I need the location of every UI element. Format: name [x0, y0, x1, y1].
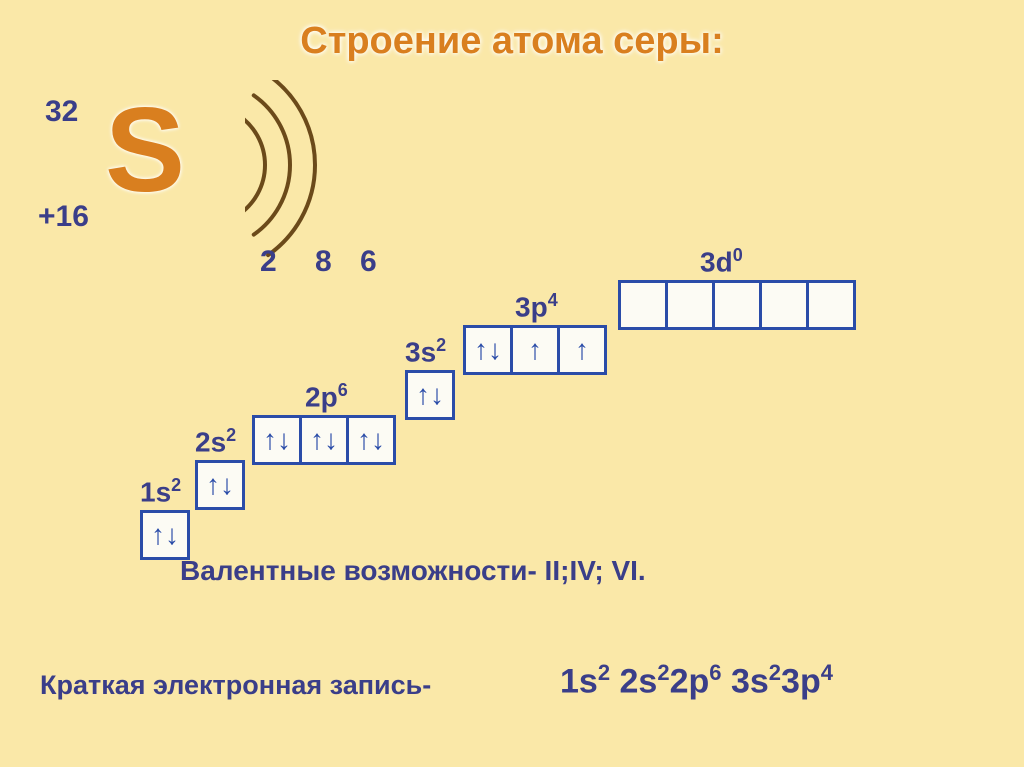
orbital-cell: ↑↓: [252, 415, 302, 465]
orbital-label: 3p4: [515, 290, 558, 323]
shell-electron-count: 2: [260, 245, 277, 279]
orbital-label: 3s2: [405, 335, 446, 368]
shell-electron-count: 8: [315, 245, 332, 279]
orbital-2s: 2s2↑↓: [195, 460, 245, 510]
orbital-cell: [759, 280, 809, 330]
orbital-3p: 3p4↑↓↑↑: [463, 325, 607, 375]
short-config-value: 1s2 2s22p6 3s23p4: [560, 660, 833, 701]
electron-shells-icon: [245, 80, 405, 260]
orbital-label: 2p6: [305, 380, 348, 413]
orbital-cell: ↑↓: [346, 415, 396, 465]
orbital-label: 1s2: [140, 475, 181, 508]
mass-number: 32: [45, 95, 78, 129]
orbital-3d: 3d0: [618, 280, 856, 330]
orbital-cell: [712, 280, 762, 330]
shell-electron-count: 6: [360, 245, 377, 279]
element-symbol: S: [105, 90, 185, 210]
page-title: Строение атома серы:: [300, 20, 723, 63]
orbital-cell: ↑: [510, 325, 560, 375]
orbital-1s: 1s2↑↓: [140, 510, 190, 560]
orbital-label: 3d0: [700, 245, 743, 278]
nuclear-charge: +16: [38, 200, 89, 234]
orbital-cell: ↑↓: [463, 325, 513, 375]
orbital-cell: ↑↓: [140, 510, 190, 560]
orbital-cell: [665, 280, 715, 330]
orbital-cell: ↑: [557, 325, 607, 375]
orbital-cell: [806, 280, 856, 330]
orbital-3s: 3s2↑↓: [405, 370, 455, 420]
orbital-cell: ↑↓: [195, 460, 245, 510]
orbital-cell: ↑↓: [405, 370, 455, 420]
orbital-cell: ↑↓: [299, 415, 349, 465]
orbital-label: 2s2: [195, 425, 236, 458]
orbital-cell: [618, 280, 668, 330]
orbital-2p: 2p6↑↓↑↓↑↓: [252, 415, 396, 465]
valence-text: Валентные возможности- II;IV; VI.: [180, 555, 646, 587]
short-config-label: Краткая электронная запись-: [40, 670, 431, 701]
